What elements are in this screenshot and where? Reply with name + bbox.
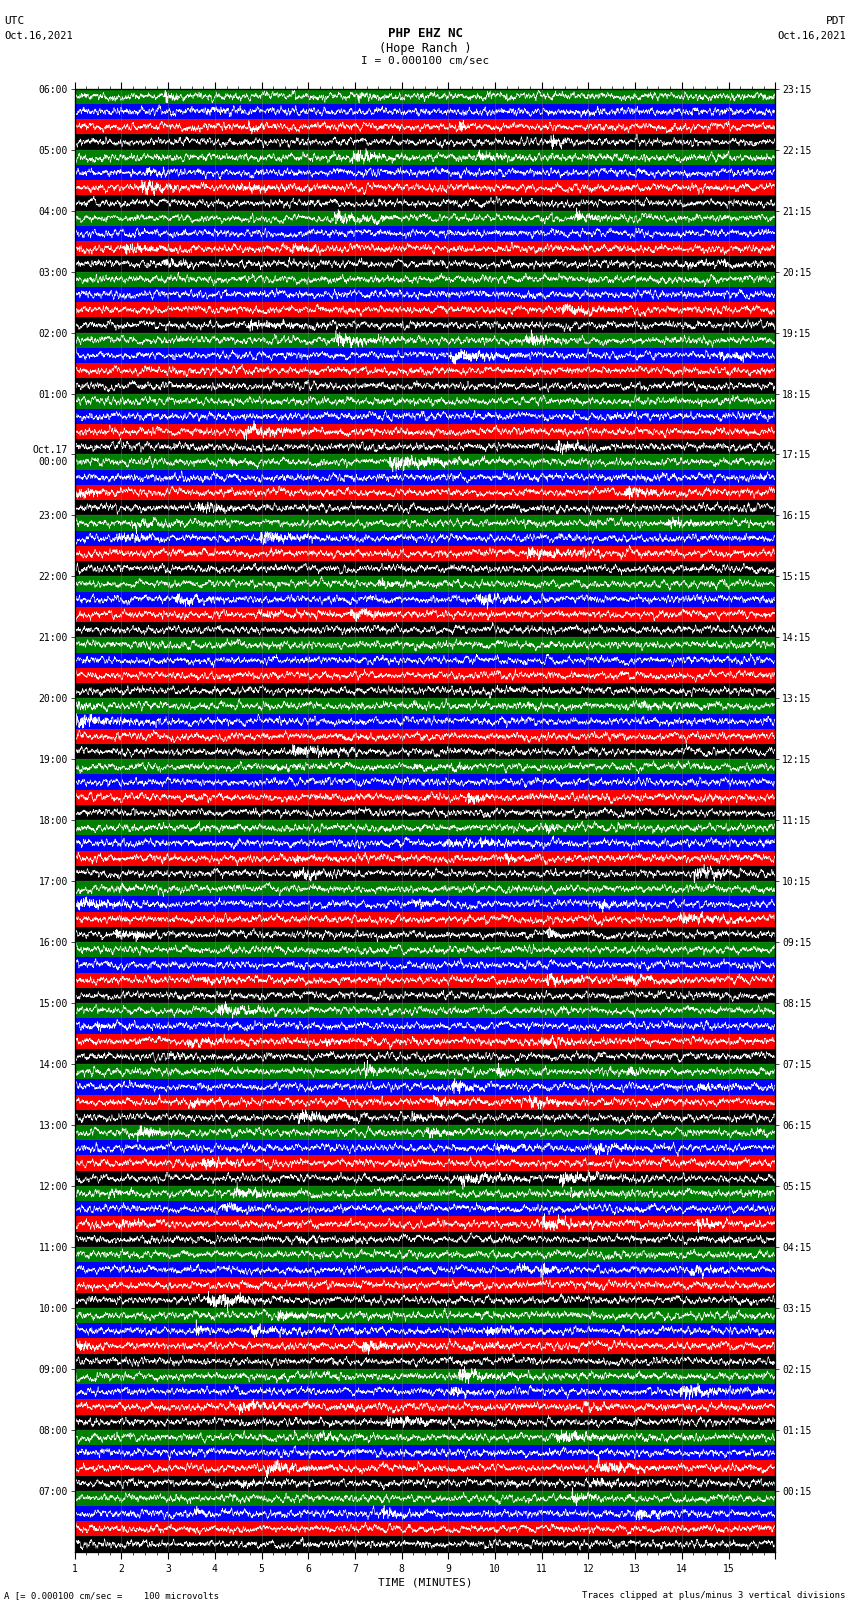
Text: (Hope Ranch ): (Hope Ranch ): [379, 42, 471, 55]
Text: PHP EHZ NC: PHP EHZ NC: [388, 27, 462, 40]
X-axis label: TIME (MINUTES): TIME (MINUTES): [377, 1578, 473, 1587]
Text: Oct.16,2021: Oct.16,2021: [4, 31, 73, 40]
Text: A [= 0.000100 cm/sec =    100 microvolts: A [= 0.000100 cm/sec = 100 microvolts: [4, 1590, 219, 1600]
Text: PDT: PDT: [825, 16, 846, 26]
Text: Traces clipped at plus/minus 3 vertical divisions: Traces clipped at plus/minus 3 vertical …: [582, 1590, 846, 1600]
Text: I = 0.000100 cm/sec: I = 0.000100 cm/sec: [361, 56, 489, 66]
Text: UTC: UTC: [4, 16, 25, 26]
Text: Oct.16,2021: Oct.16,2021: [777, 31, 846, 40]
